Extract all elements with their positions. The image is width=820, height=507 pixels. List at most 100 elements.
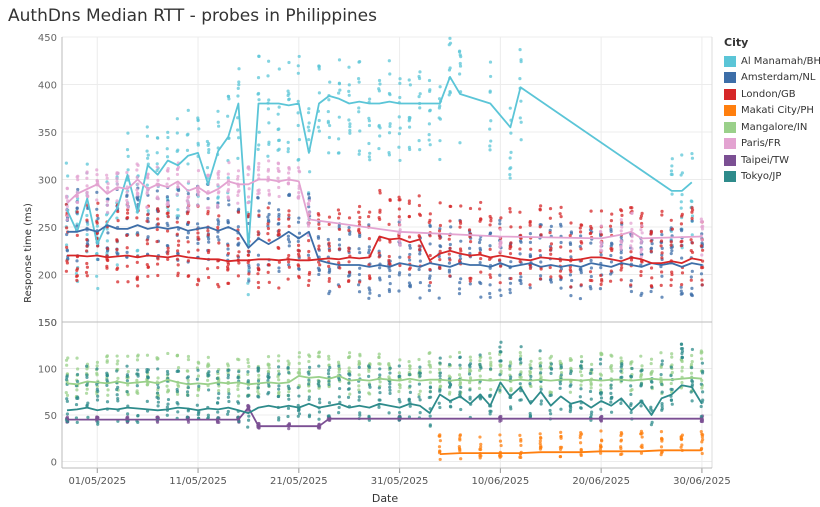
probe-dot-4-44-4	[508, 360, 513, 364]
probe-dot-0-39-0	[458, 141, 462, 145]
probe-dot-2-22-4	[287, 253, 291, 258]
probe-dot-3-13-7	[700, 435, 704, 439]
probe-dot-7-1-0	[75, 379, 80, 384]
probe-dot-2-20-7	[267, 238, 271, 242]
legend-item-2[interactable]: London/GB	[724, 86, 820, 103]
probe-dot-2-5-7	[116, 219, 120, 223]
probe-dot-0-40-6	[488, 127, 492, 131]
probe-dot-5-4-0	[106, 181, 110, 186]
probe-dot-2-50-8	[568, 234, 572, 238]
probe-dot-2-49-2	[559, 245, 563, 249]
legend-swatch-5	[724, 138, 736, 150]
legend-item-1[interactable]: Amsterdam/NL	[724, 70, 820, 87]
probe-dot-4-4-7	[106, 388, 110, 392]
x-tick-label-3: 31/05/2025	[371, 476, 429, 487]
legend-item-5[interactable]: Paris/FR	[724, 136, 820, 153]
probe-dot-2-24-1	[306, 283, 311, 288]
probe-dot-0-22-7	[286, 147, 290, 151]
probe-dot-2-32-7	[387, 254, 391, 259]
probe-dot-7-36-6	[428, 395, 433, 399]
probe-dot-3-10-8	[639, 432, 643, 436]
probe-dot-7-26-1	[327, 401, 332, 405]
probe-dot-4-42-5	[488, 351, 492, 356]
probe-dot-4-0-2	[66, 356, 70, 360]
probe-dot-4-4-2	[106, 393, 110, 397]
probe-dot-4-9-7	[155, 357, 159, 361]
probe-dot-4-61-8	[680, 358, 684, 362]
probe-dot-7-30-4	[368, 385, 372, 389]
probe-dot-0-28-4	[348, 125, 352, 129]
probe-dot-7-22-3	[287, 370, 291, 375]
legend-item-3[interactable]: Makati City/PH	[724, 103, 820, 120]
probe-dot-2-49-7	[558, 274, 562, 278]
probe-dot-4-31-0	[377, 352, 381, 356]
probe-dot-7-48-3	[549, 371, 553, 375]
probe-dot-4-29-7	[357, 373, 361, 377]
probe-dot-2-59-7	[660, 209, 664, 214]
probe-dot-0-19-2	[256, 76, 261, 80]
probe-dot-1-23-1	[296, 220, 301, 224]
probe-dot-4-34-3	[408, 364, 412, 368]
probe-dot-2-34-2	[407, 235, 412, 239]
probe-dot-0-45-3	[690, 214, 695, 218]
probe-dot-5-28-1	[619, 229, 623, 233]
probe-dot-2-10-8	[165, 211, 169, 216]
probe-dot-1-58-4	[649, 246, 654, 250]
probe-dot-7-36-4	[428, 386, 433, 390]
probe-dot-3-11-4	[659, 429, 664, 434]
probe-dot-5-29-4	[630, 235, 634, 239]
probe-dot-3-3-4	[498, 439, 503, 443]
probe-dot-2-43-7	[499, 216, 503, 220]
probe-dot-7-17-2	[237, 370, 241, 374]
probe-dot-7-20-2	[267, 384, 271, 388]
probe-dot-7-56-8	[629, 403, 633, 407]
probe-dot-1-50-8	[570, 278, 574, 283]
probe-dot-7-5-2	[116, 399, 120, 403]
probe-dot-2-42-2	[488, 247, 492, 251]
probe-dot-0-30-4	[367, 155, 371, 159]
probe-dot-1-52-2	[589, 266, 594, 270]
probe-dot-7-51-7	[579, 406, 583, 410]
legend-item-4[interactable]: Mangalore/IN	[724, 119, 820, 136]
probe-dot-1-58-2	[650, 242, 654, 246]
probe-dot-6-9-0	[287, 427, 291, 431]
probe-dot-0-27-4	[337, 115, 341, 119]
probe-dot-0-26-0	[328, 123, 332, 128]
probe-dot-4-52-3	[589, 386, 593, 390]
probe-dot-2-62-8	[690, 208, 695, 212]
probe-dot-3-6-8	[558, 454, 563, 459]
probe-dot-7-32-0	[388, 366, 392, 370]
probe-dot-4-36-1	[428, 370, 432, 374]
probe-dot-0-23-6	[297, 157, 301, 162]
probe-dot-4-43-1	[499, 369, 503, 373]
legend-label-2: London/GB	[741, 88, 796, 100]
probe-dot-4-6-1	[126, 369, 130, 374]
probe-dot-1-13-0	[195, 222, 200, 226]
probe-dot-4-24-7	[308, 354, 312, 358]
legend-item-7[interactable]: Tokyo/JP	[724, 169, 820, 186]
probe-dot-0-42-1	[518, 47, 522, 52]
probe-dot-0-19-8	[256, 92, 260, 96]
probe-dot-2-11-0	[176, 243, 181, 247]
probe-dot-4-23-0	[297, 351, 302, 355]
probe-dot-2-10-3	[165, 229, 170, 233]
probe-dot-0-24-5	[308, 170, 312, 174]
probe-dot-5-16-4	[227, 182, 231, 186]
probe-dot-0-5-3	[115, 216, 119, 220]
legend-item-6[interactable]: Taipei/TW	[724, 152, 820, 169]
y-tick-lower-150: 150	[38, 318, 57, 329]
probe-dot-7-53-7	[599, 407, 603, 411]
probe-dot-1-15-6	[216, 218, 220, 222]
legend-item-0[interactable]: Al Manamah/BH	[724, 53, 820, 70]
probe-dot-2-19-2	[256, 233, 260, 237]
probe-dot-2-13-5	[196, 248, 200, 252]
probe-dot-7-18-3	[246, 386, 250, 390]
probe-dot-2-55-7	[619, 278, 623, 282]
probe-dot-3-7-2	[579, 448, 583, 452]
probe-dot-4-57-3	[639, 354, 643, 358]
probe-dot-0-33-2	[398, 77, 402, 81]
probe-dot-1-3-0	[95, 190, 99, 194]
probe-dot-2-28-5	[347, 279, 351, 283]
probe-dot-1-35-7	[417, 267, 421, 272]
probe-dot-2-11-4	[175, 220, 179, 224]
